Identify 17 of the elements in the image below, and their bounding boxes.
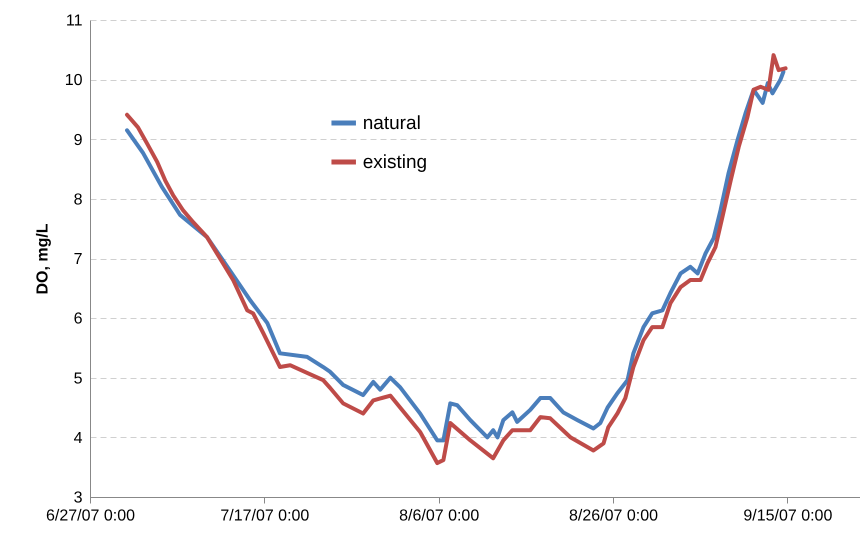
- y-tick-label: 10: [64, 72, 83, 90]
- y-tick-label: 5: [74, 370, 83, 388]
- y-axis-title: DO, mg/L: [34, 223, 52, 295]
- x-tick-label: 7/17/07 0:00: [220, 508, 310, 524]
- x-tick-label: 8/6/07 0:00: [399, 508, 480, 524]
- y-tick-label: 4: [74, 430, 83, 447]
- y-tick-label: 9: [74, 132, 83, 149]
- y-tick-label: 6: [74, 310, 83, 328]
- x-tick-label: 6/27/07 0:00: [46, 508, 136, 524]
- y-tick-label: 11: [66, 12, 83, 30]
- legend-label: natural: [362, 113, 421, 134]
- y-tick-label: 3: [74, 490, 83, 506]
- legend-label: existing: [362, 152, 428, 173]
- y-tick-label: 8: [74, 191, 83, 208]
- x-tick-label: 8/26/07 0:00: [569, 508, 658, 524]
- x-tick-label: 9/15/07 0:00: [743, 508, 832, 524]
- y-tick-label: 7: [74, 251, 83, 268]
